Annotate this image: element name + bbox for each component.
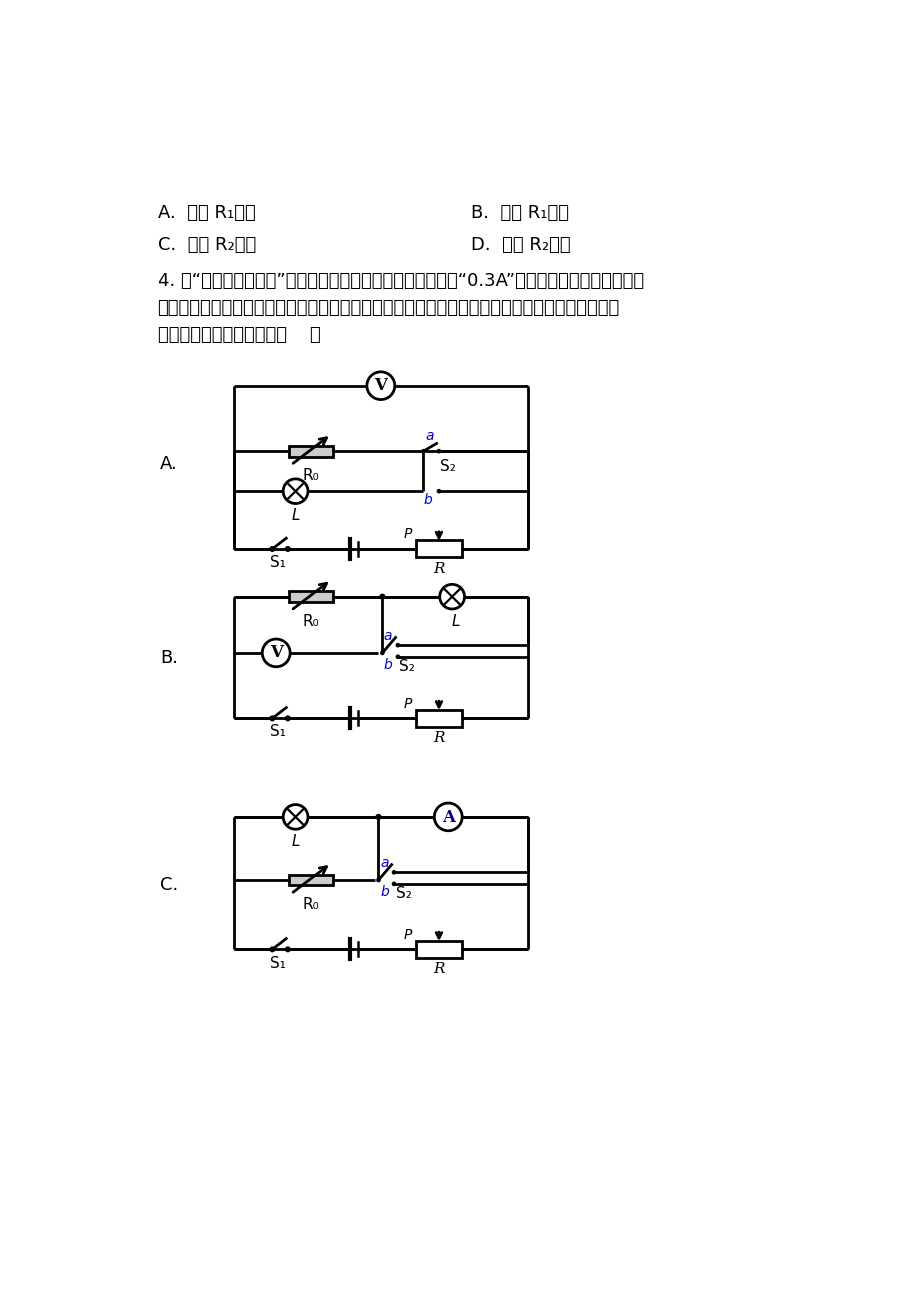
Text: S₂: S₂ [440, 458, 456, 474]
Text: A.: A. [160, 454, 177, 473]
Circle shape [269, 716, 275, 720]
Text: P: P [403, 928, 412, 941]
Text: S₂: S₂ [395, 887, 411, 901]
Circle shape [376, 878, 380, 883]
Circle shape [262, 639, 289, 667]
Circle shape [285, 547, 289, 551]
Text: A.  电阻 R₁短路: A. 电阻 R₁短路 [157, 204, 255, 221]
Bar [415, 540, 461, 557]
Text: C.  电阻 R₂短路: C. 电阻 R₂短路 [157, 236, 255, 254]
Text: a: a [380, 857, 388, 870]
Circle shape [283, 805, 308, 829]
Text: a: a [425, 428, 433, 443]
Text: 组、电压表或电流表、滑动变阻器、电阻箱、单刀双掷开关、导线等，来测量灯泡额定功率，以下: 组、电压表或电流表、滑动变阻器、电阻箱、单刀双掷开关、导线等，来测量灯泡额定功率… [157, 298, 619, 316]
Circle shape [395, 643, 400, 647]
Bar [415, 710, 461, 727]
Circle shape [283, 479, 308, 504]
Text: S₁: S₁ [269, 724, 286, 740]
Circle shape [437, 488, 441, 493]
Text: R₀: R₀ [302, 613, 319, 629]
Text: D.  电阻 R₂断路: D. 电阻 R₂断路 [471, 236, 571, 254]
Text: 4. 在“测量小灯泡功率”的实验中，小灯泡的铭牌上仅能看清“0.3A”字样，现用电压未知的电池: 4. 在“测量小灯泡功率”的实验中，小灯泡的铭牌上仅能看清“0.3A”字样，现用… [157, 272, 643, 290]
Text: L: L [451, 613, 460, 629]
Circle shape [269, 547, 275, 551]
Text: S₁: S₁ [269, 956, 286, 970]
Text: C.: C. [160, 876, 178, 894]
Circle shape [434, 803, 461, 831]
Circle shape [375, 814, 381, 820]
Circle shape [379, 594, 385, 600]
Text: R: R [433, 562, 444, 575]
Text: L: L [291, 508, 300, 523]
Bar [289, 875, 333, 885]
Text: b: b [383, 659, 392, 672]
Circle shape [421, 449, 425, 453]
Text: S₂: S₂ [399, 659, 414, 674]
Text: R: R [433, 962, 444, 976]
Circle shape [391, 881, 396, 887]
Text: R₀: R₀ [302, 469, 319, 483]
Circle shape [269, 947, 275, 952]
Bar [415, 941, 461, 958]
Text: B.: B. [160, 648, 177, 667]
Circle shape [285, 947, 289, 952]
Text: A: A [441, 809, 454, 827]
Text: S₁: S₁ [269, 555, 286, 570]
Circle shape [367, 372, 394, 400]
Text: R: R [433, 732, 444, 746]
Circle shape [391, 870, 396, 875]
Text: L: L [291, 833, 300, 849]
Text: R₀: R₀ [302, 897, 319, 911]
Circle shape [395, 655, 400, 659]
Bar [289, 591, 333, 602]
Bar [289, 445, 333, 457]
Text: B.  电阻 R₁断路: B. 电阻 R₁断路 [471, 204, 569, 221]
Text: V: V [269, 644, 282, 661]
Circle shape [437, 449, 441, 453]
Circle shape [439, 585, 464, 609]
Text: b: b [380, 885, 389, 900]
Circle shape [380, 651, 384, 655]
Text: b: b [423, 492, 432, 506]
Circle shape [285, 716, 289, 720]
Text: a: a [383, 629, 392, 643]
Text: 设计的方案中不可行的是（    ）: 设计的方案中不可行的是（ ） [157, 326, 320, 344]
Text: V: V [374, 378, 387, 395]
Text: P: P [403, 697, 412, 711]
Text: P: P [403, 527, 412, 542]
